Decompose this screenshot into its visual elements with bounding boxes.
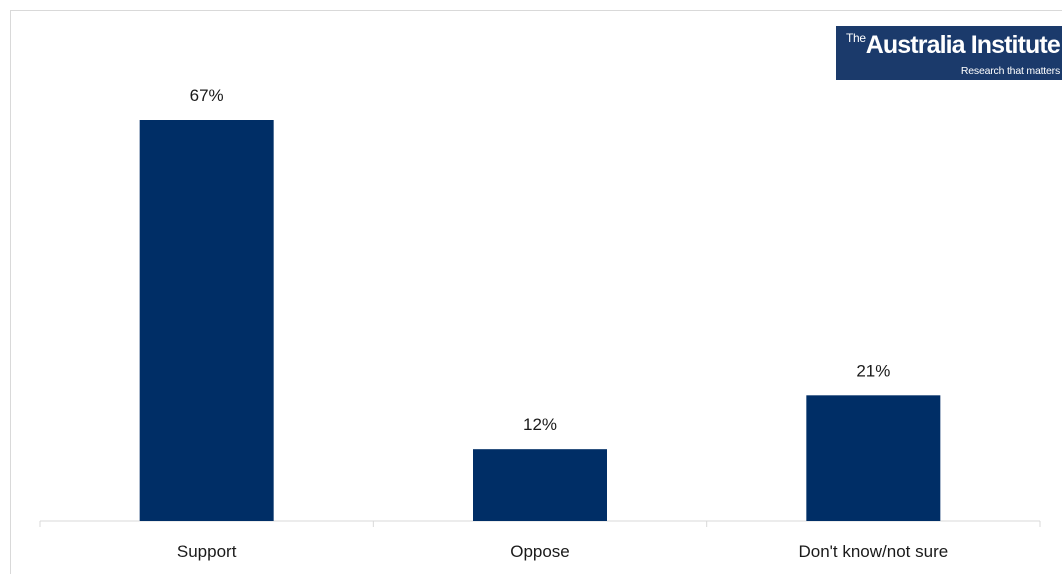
data-label: 12% [523, 415, 557, 434]
logo-prefix: The [846, 31, 866, 45]
bar-2 [473, 449, 607, 521]
australia-institute-logo: TheAustralia Institute Research that mat… [836, 26, 1062, 80]
data-label: 21% [856, 361, 890, 380]
bar-1 [139, 120, 274, 521]
logo-name: Australia Institute [865, 31, 1061, 59]
category-label: Support [177, 542, 237, 561]
category-label: Don't know/not sure [798, 542, 948, 561]
bar-3 [806, 395, 941, 521]
data-label: 67% [190, 86, 224, 105]
logo-tagline: Research that matters [960, 65, 1060, 77]
category-label: Oppose [510, 542, 570, 561]
logo-wordmark: TheAustralia Institute [846, 31, 1061, 60]
